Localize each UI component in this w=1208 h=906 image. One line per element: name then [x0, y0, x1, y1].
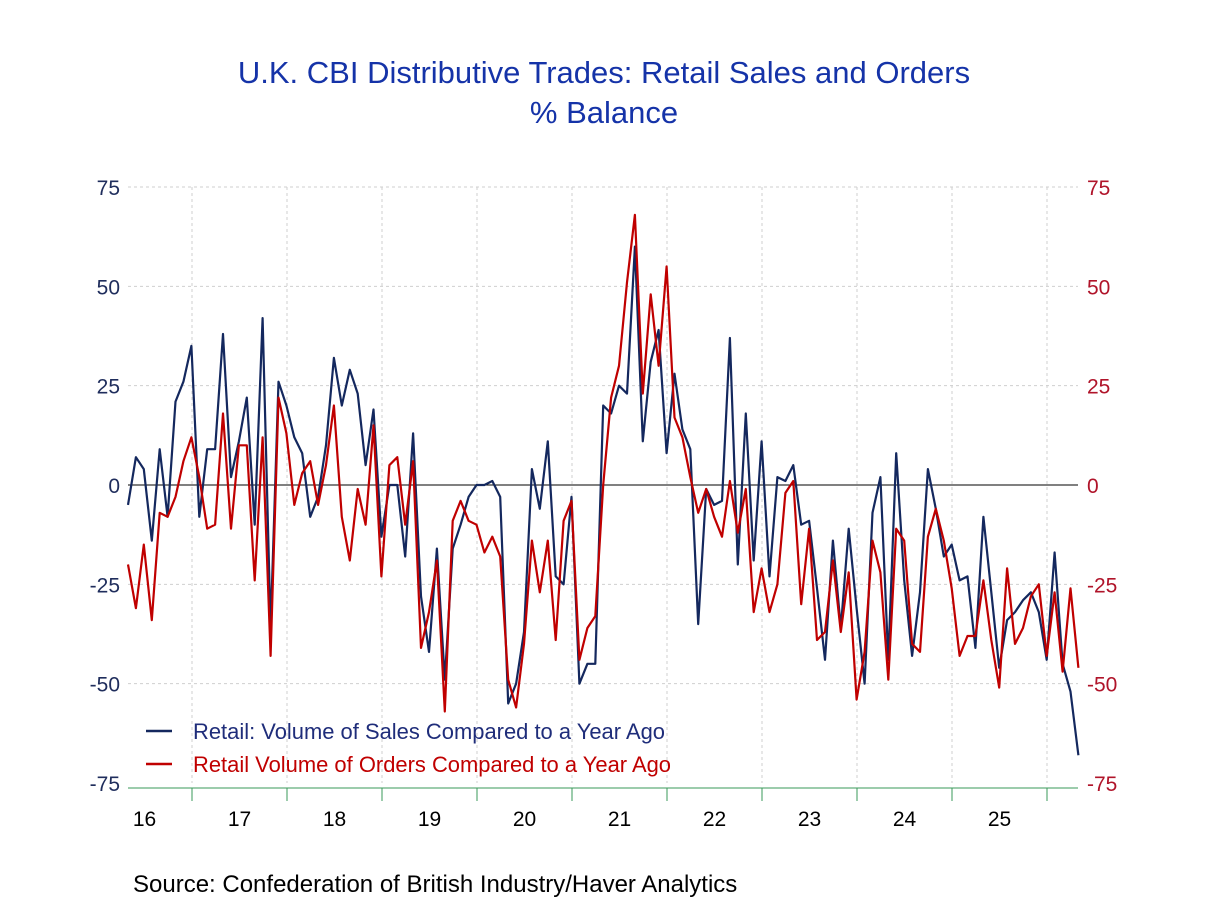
x-tick-label: 23 [798, 808, 821, 831]
y-tick-label-right: 0 [1087, 475, 1099, 498]
y-tick-label-right: 25 [1087, 376, 1110, 399]
y-tick-label-right: 50 [1087, 276, 1110, 299]
legend-entry: Retail: Volume of Sales Compared to a Ye… [193, 719, 665, 744]
y-tick-label-left: -75 [90, 773, 120, 796]
y-tick-label-left: 25 [97, 376, 120, 399]
x-tick-label: 19 [418, 808, 441, 831]
y-tick-label-left: -25 [90, 574, 120, 597]
y-tick-label-left: 75 [97, 177, 120, 200]
series-line-sales [126, 245, 1080, 756]
legend-entry: Retail Volume of Orders Compared to a Ye… [193, 752, 671, 777]
x-tick-label: 16 [133, 808, 156, 831]
y-tick-label-left: 50 [97, 276, 120, 299]
y-tick-label-left: -50 [90, 674, 120, 697]
x-tick-label: 24 [893, 808, 917, 831]
y-tick-label-right: -50 [1087, 674, 1117, 697]
y-tick-label-left: 0 [108, 475, 120, 498]
y-tick-label-right: 75 [1087, 177, 1110, 200]
y-tick-label-right: -75 [1087, 773, 1117, 796]
x-tick-label: 21 [608, 808, 631, 831]
source-note: Source: Confederation of British Industr… [133, 871, 738, 898]
x-tick-label: 17 [228, 808, 251, 831]
chart-title: U.K. CBI Distributive Trades: Retail Sal… [237, 55, 971, 90]
x-tick-label: 20 [513, 808, 536, 831]
series-line-orders [126, 213, 1080, 713]
x-tick-label: 22 [703, 808, 726, 831]
x-tick-label: 18 [323, 808, 346, 831]
chart-subtitle: % Balance [529, 95, 679, 130]
y-tick-label-right: -25 [1087, 574, 1117, 597]
x-tick-label: 25 [988, 808, 1011, 831]
